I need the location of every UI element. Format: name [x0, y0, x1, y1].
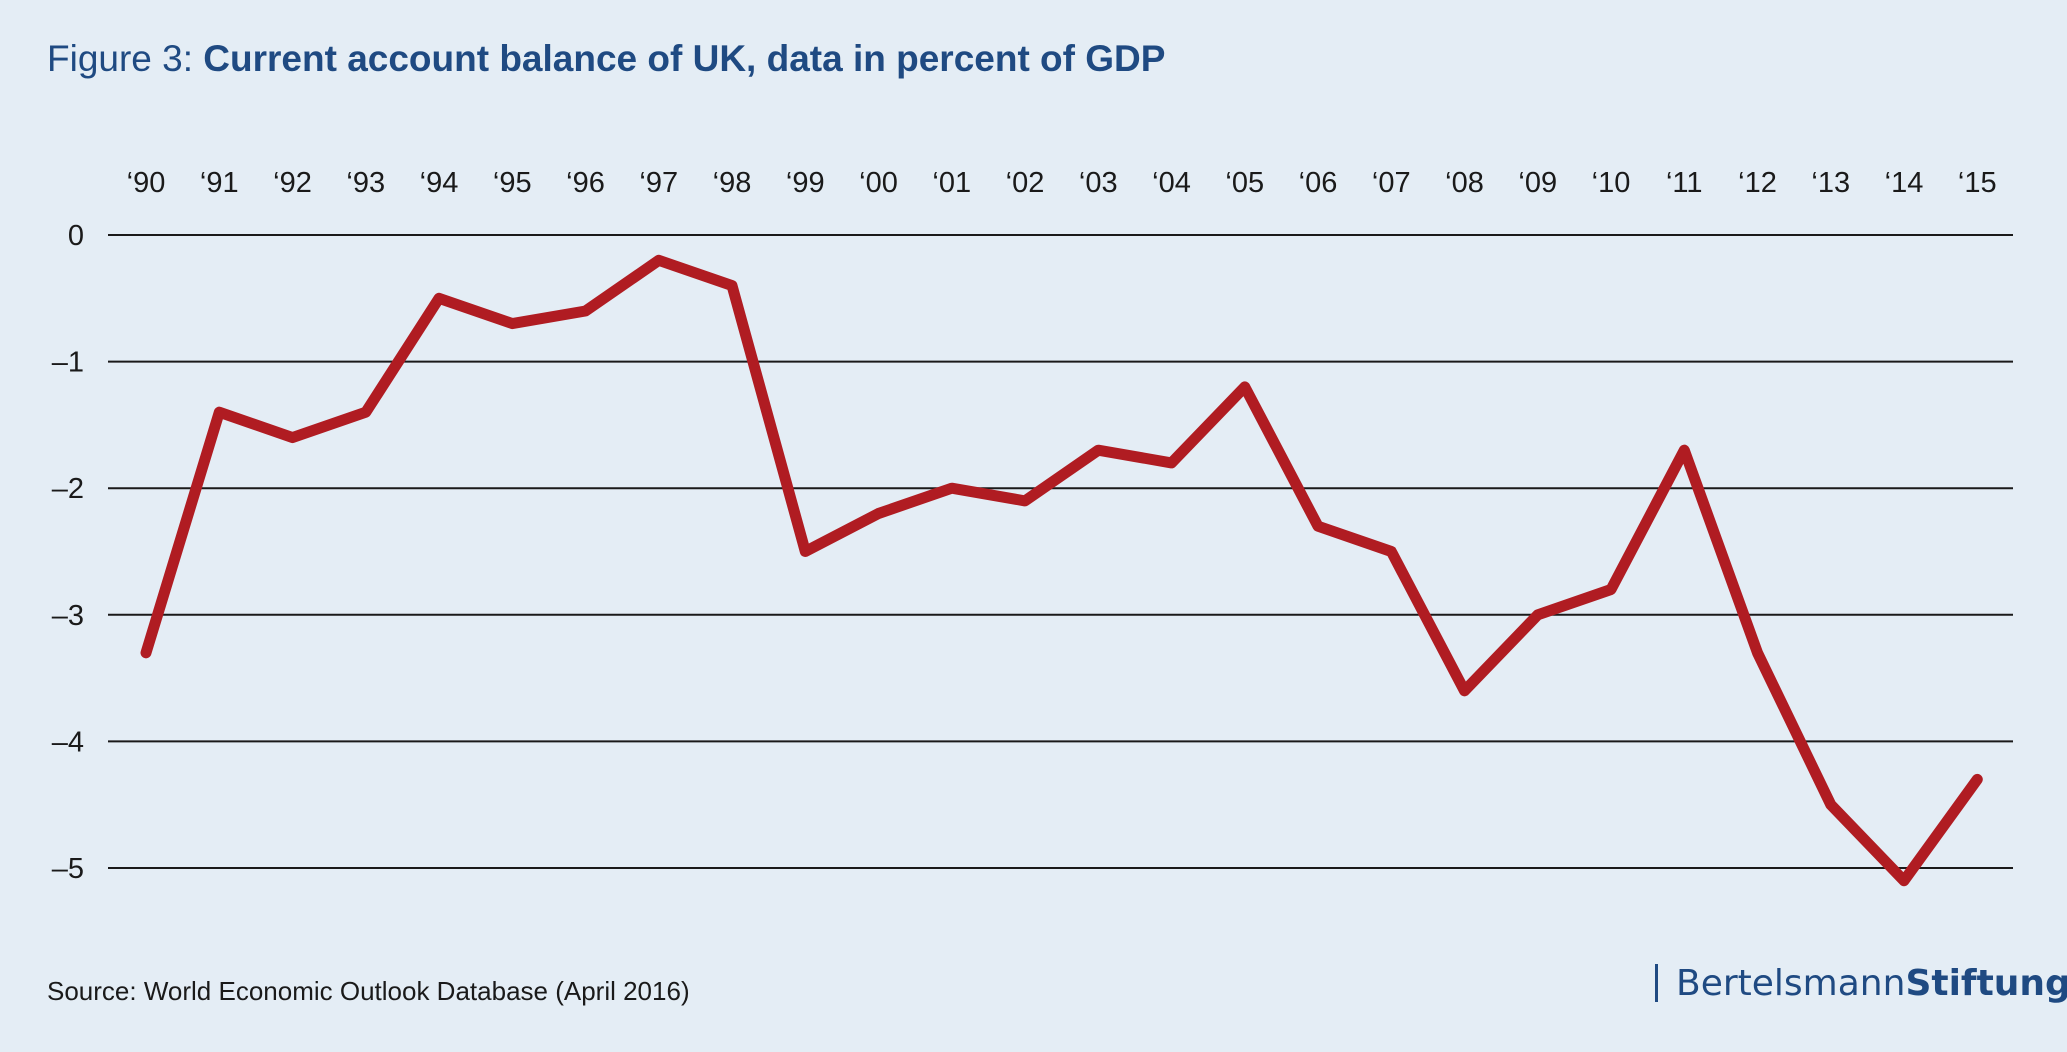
y-tick-label: –2: [52, 473, 84, 505]
x-tick-label: ‘04: [1152, 167, 1191, 199]
logo-text-stiftung: Stiftung: [1905, 962, 2067, 1004]
source-note: Source: World Economic Outlook Database …: [47, 976, 690, 1006]
x-tick-label: ‘02: [1006, 167, 1045, 199]
y-tick-label: –5: [52, 853, 84, 885]
series-line: [140, 254, 1983, 887]
y-tick-label: –4: [52, 726, 84, 758]
x-axis-tick-labels: ‘90 ‘91 ‘92 ‘93 ‘94 ‘95 ‘96 ‘97 ‘98 ‘99 ‘00 ‘01 ‘02 ‘…: [127, 167, 1997, 199]
x-tick-label: ‘05: [1225, 167, 1264, 199]
y-tick-label: –3: [52, 600, 84, 632]
gridlines: [108, 234, 2013, 869]
x-tick-label: ‘90: [127, 167, 166, 199]
x-tick-label: ‘13: [1811, 167, 1850, 199]
x-tick-label: ‘09: [1518, 167, 1557, 199]
title-prefix: Figure 3:: [47, 38, 204, 79]
x-tick-label: ‘00: [859, 167, 898, 199]
y-axis-tick-labels: 0 –1 –2 –3 –4 –5: [52, 220, 84, 885]
x-tick-label: ‘99: [786, 167, 825, 199]
x-tick-label: ‘14: [1885, 167, 1924, 199]
x-tick-label: ‘95: [493, 167, 532, 199]
y-tick-label: 0: [68, 220, 84, 252]
x-tick-label: ‘03: [1079, 167, 1118, 199]
chart-title: Figure 3: Current account balance of UK,…: [47, 38, 1165, 80]
x-tick-label: ‘08: [1445, 167, 1484, 199]
x-tick-label: ‘92: [273, 167, 312, 199]
x-tick-label: ‘94: [420, 167, 459, 199]
x-tick-label: ‘12: [1738, 167, 1777, 199]
data-series: [140, 254, 1983, 887]
x-tick-label: ‘07: [1372, 167, 1411, 199]
x-tick-label: ‘98: [713, 167, 752, 199]
x-tick-label: ‘96: [566, 167, 605, 199]
logo-text-bertelsmann: Bertelsmann: [1676, 962, 1906, 1004]
x-tick-label: ‘15: [1958, 167, 1997, 199]
x-tick-label: ‘97: [639, 167, 678, 199]
bertelsmann-stiftung-logo: Bertelsmann Stiftung: [1655, 962, 2067, 1004]
title-main: Current account balance of UK, data in p…: [203, 38, 1166, 79]
logo-divider: [1655, 964, 1658, 1002]
x-tick-label: ‘11: [1666, 167, 1703, 199]
x-tick-label: ‘06: [1299, 167, 1338, 199]
x-tick-label: ‘91: [200, 167, 239, 199]
y-tick-label: –1: [52, 347, 84, 379]
x-tick-label: ‘01: [932, 167, 971, 199]
x-tick-label: ‘10: [1592, 167, 1631, 199]
x-tick-label: ‘93: [346, 167, 385, 199]
